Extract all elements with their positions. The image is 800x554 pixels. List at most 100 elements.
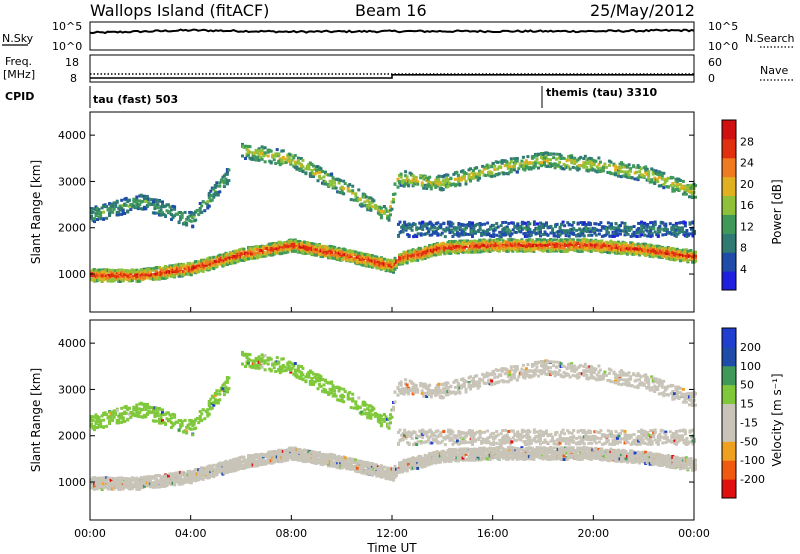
power-cell [636, 176, 640, 180]
power-cell [518, 239, 522, 243]
power-cell [170, 217, 173, 221]
power-cell [121, 209, 125, 213]
power-cell [304, 171, 308, 175]
power-cell [293, 165, 297, 169]
nsky-strip: N.Sky 10^5 10^0 10^5 10^0 N.Search [2, 20, 795, 53]
power-cell [141, 275, 145, 279]
power-cell [260, 151, 264, 155]
power-cell [573, 162, 577, 165]
power-cell [97, 270, 101, 274]
power-cell [550, 241, 554, 245]
power-cell [550, 239, 554, 243]
power-cell [446, 178, 450, 181]
power-cell [173, 205, 177, 209]
power-cell [497, 241, 501, 245]
power-cell [683, 184, 687, 188]
power-cell [357, 188, 361, 192]
power-cell [278, 247, 282, 251]
power-cell [393, 192, 397, 196]
power-cell [529, 233, 533, 237]
power-cell [460, 178, 463, 182]
power-cell [656, 180, 660, 183]
power-cell [453, 242, 457, 246]
power-cell [171, 268, 175, 272]
power-cell [613, 231, 616, 235]
power-cell [280, 161, 284, 165]
power-cell [505, 163, 509, 167]
power-cell [565, 243, 569, 247]
power-cell [315, 171, 318, 175]
power-cell [330, 183, 334, 187]
power-cell [694, 184, 697, 188]
power-cell [505, 225, 509, 229]
power-cell [540, 161, 543, 165]
power-cell [458, 250, 462, 253]
power-cell [660, 174, 664, 178]
power-cell [434, 178, 438, 182]
power-cell [694, 259, 697, 263]
power-cell [543, 238, 546, 242]
power-cell [446, 173, 450, 177]
power-cell [433, 231, 437, 235]
power-cell [212, 195, 216, 199]
power-cell [653, 220, 657, 224]
power-cell [619, 229, 622, 233]
power-cell [97, 276, 101, 280]
power-cell [505, 160, 509, 164]
power-cell [358, 258, 362, 261]
power-cell [161, 200, 164, 204]
power-cell [127, 198, 131, 202]
power-cell [443, 248, 447, 252]
power-cell [599, 221, 603, 225]
power-cell [428, 233, 432, 237]
power-cell [363, 200, 367, 204]
power-cell [158, 199, 161, 203]
power-cell [390, 207, 394, 211]
power-cell [351, 191, 355, 195]
power-cell [165, 275, 169, 279]
power-cell [644, 165, 648, 169]
power-cell [496, 167, 500, 171]
power-cell [549, 162, 552, 166]
power-cell [595, 243, 599, 247]
power-cell [490, 174, 494, 178]
power-cell [120, 206, 124, 210]
power-cell [135, 273, 139, 277]
power-cell [638, 170, 642, 174]
power-cell [158, 277, 161, 281]
power-cell [298, 169, 302, 172]
power-cell [625, 230, 628, 234]
power-cell [566, 221, 570, 225]
power-cell [318, 175, 321, 178]
power-cell [552, 152, 556, 156]
power-cell [299, 157, 303, 160]
power-cell [619, 232, 622, 236]
power-cell [449, 251, 453, 255]
power-cell [94, 212, 98, 216]
power-cell [413, 175, 417, 179]
power-cell [661, 221, 665, 225]
power-cell [151, 200, 155, 204]
power-cell [179, 217, 183, 221]
power-cell [224, 257, 228, 261]
power-cell [508, 234, 512, 238]
power-cell [657, 176, 661, 179]
power-cell [547, 240, 551, 244]
power-cell [171, 204, 175, 208]
power-cell [263, 160, 267, 164]
power-cell [324, 180, 327, 184]
power-cell [672, 184, 676, 188]
power-cell [675, 183, 679, 186]
power-cell [466, 239, 469, 243]
power-cell [355, 257, 359, 261]
power-cell [156, 206, 160, 210]
power-cell [478, 176, 482, 180]
power-cell [662, 186, 666, 190]
power-cell [194, 260, 198, 264]
power-cell [472, 228, 476, 232]
power-cell [516, 223, 520, 226]
power-cell [515, 249, 519, 253]
power-cell [624, 173, 628, 176]
power-cell [310, 242, 314, 245]
